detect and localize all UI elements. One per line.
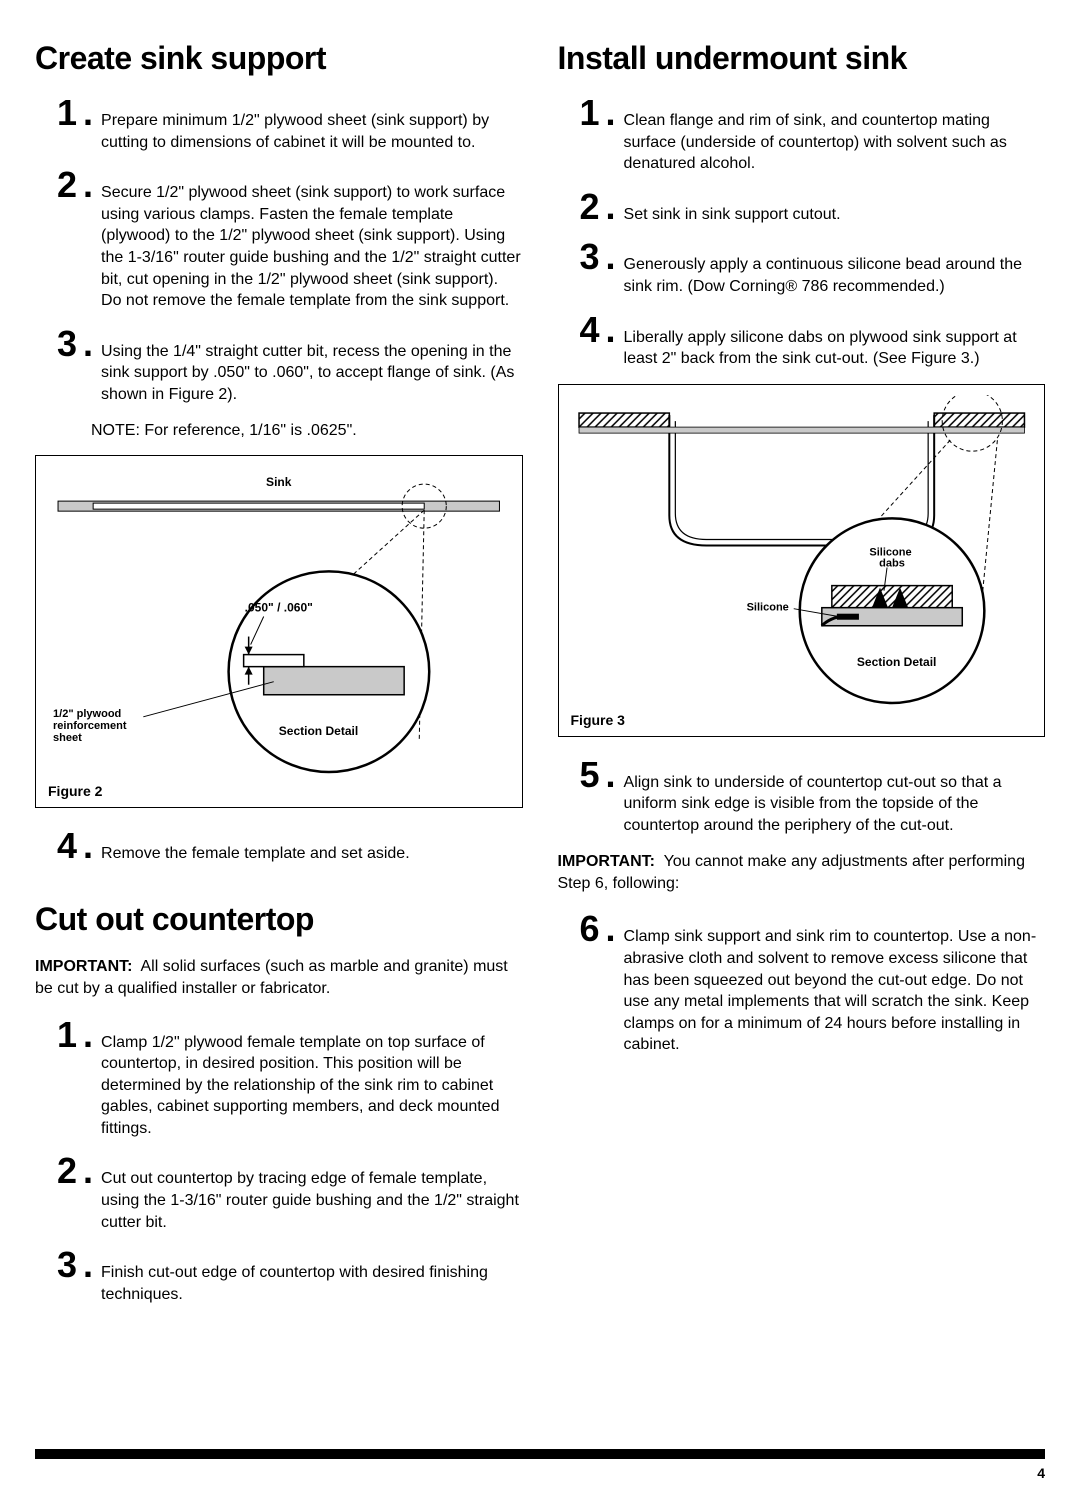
label-sink: Sink bbox=[266, 475, 292, 489]
step-number: 6 bbox=[558, 911, 600, 947]
step-text: Prepare minimum 1/2" plywood sheet (sink… bbox=[101, 95, 522, 153]
figure-2: Sink .050" / .060" 1/2" plywo bbox=[35, 455, 523, 808]
step-item: 3. Using the 1/4" straight cutter bit, r… bbox=[35, 326, 523, 406]
step-text: Finish cut-out edge of countertop with d… bbox=[101, 1247, 522, 1305]
label-section-detail: Section Detail bbox=[279, 724, 358, 738]
figure-2-diagram: Sink .050" / .060" 1/2" plywo bbox=[48, 466, 510, 777]
step-number: 1 bbox=[558, 95, 600, 131]
label-section-detail: Section Detail bbox=[856, 655, 935, 669]
step-number: 3 bbox=[558, 239, 600, 275]
step-item: 1. Clean flange and rim of sink, and cou… bbox=[558, 95, 1046, 175]
step-item: 3. Generously apply a continuous silicon… bbox=[558, 239, 1046, 297]
step-number: 5 bbox=[558, 757, 600, 793]
section-heading-install-sink: Install undermount sink bbox=[558, 40, 1046, 77]
step-item: 3. Finish cut-out edge of countertop wit… bbox=[35, 1247, 523, 1305]
section-heading-create-support: Create sink support bbox=[35, 40, 523, 77]
step-item: 6. Clamp sink support and sink rim to co… bbox=[558, 911, 1046, 1056]
step-item: 1. Prepare minimum 1/2" plywood sheet (s… bbox=[35, 95, 523, 153]
step-text: Remove the female template and set aside… bbox=[101, 828, 410, 865]
two-column-layout: Create sink support 1. Prepare minimum 1… bbox=[35, 40, 1045, 1319]
step-text: Clamp 1/2" plywood female template on to… bbox=[101, 1017, 522, 1140]
step-item: 4. Liberally apply silicone dabs on plyw… bbox=[558, 312, 1046, 370]
label-dimension: .050" / .060" bbox=[245, 601, 313, 615]
important-note: IMPORTANT: You cannot make any adjustmen… bbox=[558, 851, 1046, 896]
figure-3-diagram: Silicone dabs Silicone Section Detail bbox=[571, 395, 1033, 706]
step-item: 4. Remove the female template and set as… bbox=[35, 828, 523, 865]
label-silicone: Silicone bbox=[746, 601, 788, 613]
step-item: 2. Set sink in sink support cutout. bbox=[558, 189, 1046, 226]
step-number: 4 bbox=[558, 312, 600, 348]
left-column: Create sink support 1. Prepare minimum 1… bbox=[35, 40, 523, 1319]
reference-note: NOTE: For reference, 1/16" is .0625". bbox=[91, 420, 523, 442]
step-item: 1. Clamp 1/2" plywood female template on… bbox=[35, 1017, 523, 1140]
step-number: 4 bbox=[35, 828, 77, 864]
step-number: 3 bbox=[35, 326, 77, 362]
step-text: Cut out countertop by tracing edge of fe… bbox=[101, 1153, 522, 1233]
step-number: 2 bbox=[35, 167, 77, 203]
step-text: Secure 1/2" plywood sheet (sink support)… bbox=[101, 167, 522, 312]
step-item: 2. Secure 1/2" plywood sheet (sink suppo… bbox=[35, 167, 523, 312]
step-number: 1 bbox=[35, 95, 77, 131]
step-number: 2 bbox=[558, 189, 600, 225]
figure-caption: Figure 3 bbox=[571, 712, 1033, 728]
important-note: IMPORTANT: All solid surfaces (such as m… bbox=[35, 956, 523, 1001]
step-text: Align sink to underside of countertop cu… bbox=[624, 757, 1045, 837]
step-number: 1 bbox=[35, 1017, 77, 1053]
step-text: Set sink in sink support cutout. bbox=[624, 189, 841, 226]
footer-rule bbox=[35, 1449, 1045, 1459]
step-text: Using the 1/4" straight cutter bit, rece… bbox=[101, 326, 522, 406]
step-text: Liberally apply silicone dabs on plywood… bbox=[624, 312, 1045, 370]
step-number: 3 bbox=[35, 1247, 77, 1283]
step-text: Clean flange and rim of sink, and counte… bbox=[624, 95, 1045, 175]
section-heading-cut-countertop: Cut out countertop bbox=[35, 901, 523, 938]
figure-3: Silicone dabs Silicone Section Detail Fi… bbox=[558, 384, 1046, 737]
step-text: Generously apply a continuous silicone b… bbox=[624, 239, 1045, 297]
figure-caption: Figure 2 bbox=[48, 783, 510, 799]
right-column: Install undermount sink 1. Clean flange … bbox=[558, 40, 1046, 1319]
step-item: 2. Cut out countertop by tracing edge of… bbox=[35, 1153, 523, 1233]
step-number: 2 bbox=[35, 1153, 77, 1189]
step-text: Clamp sink support and sink rim to count… bbox=[624, 911, 1045, 1056]
label-plywood: 1/2" plywood reinforcement sheet bbox=[53, 708, 130, 744]
step-item: 5. Align sink to underside of countertop… bbox=[558, 757, 1046, 837]
page-number: 4 bbox=[35, 1465, 1045, 1481]
